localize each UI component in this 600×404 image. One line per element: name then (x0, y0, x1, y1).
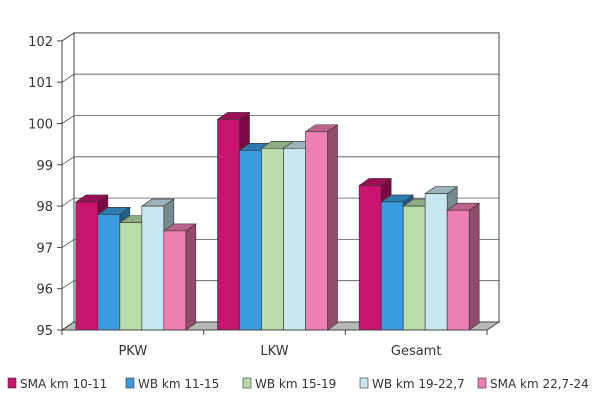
y-tick-label: 99 (36, 159, 53, 174)
bar (283, 147, 306, 331)
bar (217, 119, 240, 331)
legend-label: WB km 15-19 (255, 377, 336, 391)
gridline (61, 280, 499, 290)
y-tick-label: 101 (28, 76, 53, 91)
x-tick-label: LKW (260, 344, 288, 359)
bar-side (327, 124, 338, 331)
legend-label: WB km 19-22,7 (372, 377, 465, 391)
bar (305, 131, 328, 331)
y-tick-label: 97 (36, 241, 53, 256)
legend-label: SMA km 22,7-24 (490, 377, 589, 391)
legend-label: WB km 11-15 (138, 377, 219, 391)
gridline (61, 197, 499, 207)
bar (239, 150, 262, 331)
gridline (61, 32, 499, 42)
legend-label: SMA km 10-11 (20, 377, 107, 391)
gridlines (61, 32, 499, 290)
gridline (61, 73, 499, 83)
bar (424, 193, 448, 331)
y-tick-label: 102 (28, 35, 53, 50)
bar (141, 205, 165, 331)
bar (75, 201, 99, 331)
y-tick-label: 100 (28, 118, 53, 133)
y-tick-label: 95 (36, 324, 53, 339)
bar (358, 185, 382, 331)
bar (119, 222, 143, 331)
legend-swatch (242, 377, 252, 389)
y-tick-label: 98 (36, 200, 53, 215)
bar (261, 147, 284, 331)
legend-swatch (7, 377, 17, 389)
gridline (61, 156, 499, 166)
bar (380, 201, 404, 331)
gridline (61, 238, 499, 248)
bars (74, 111, 481, 331)
legend-swatch (359, 377, 369, 389)
legend: SMA km 10-11 WB km 11-15 WB km 15-19 WB km … (7, 377, 589, 391)
gridline (61, 115, 499, 124)
x-tick-label: Gesamt (391, 344, 442, 359)
bar-side (185, 223, 197, 331)
bar (446, 209, 470, 331)
bar (163, 230, 187, 331)
side-wall (61, 31, 75, 331)
x-axis: PKW LKW Gesamt (61, 329, 488, 359)
x-tick-label: PKW (118, 344, 147, 359)
legend-swatch (477, 377, 487, 389)
legend-swatch (125, 377, 135, 389)
y-tick-label: 96 (36, 283, 53, 298)
bar-side (468, 202, 480, 331)
bar (97, 214, 121, 331)
bar (402, 205, 426, 331)
y-axis: 95 96 97 98 99 100 101 102 (28, 35, 63, 339)
